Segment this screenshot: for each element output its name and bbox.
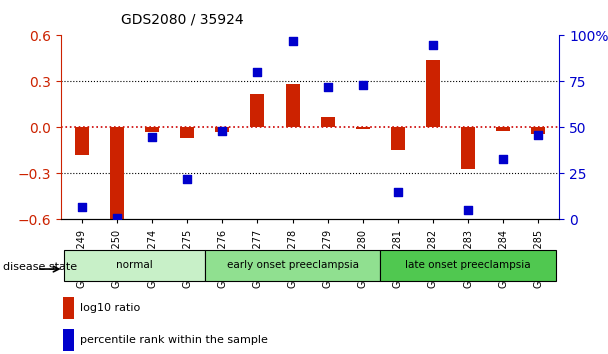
Text: disease state: disease state <box>3 262 77 272</box>
Bar <box>380 250 556 281</box>
Point <box>463 207 473 213</box>
Bar <box>110 127 124 219</box>
Text: GDS2080 / 35924: GDS2080 / 35924 <box>120 12 243 27</box>
Bar <box>320 117 334 127</box>
Bar <box>63 329 74 351</box>
Text: normal: normal <box>116 261 153 270</box>
Point <box>252 69 262 75</box>
Bar <box>461 127 475 169</box>
Bar <box>356 127 370 129</box>
Bar <box>180 127 194 138</box>
Bar <box>64 250 205 281</box>
Bar <box>531 127 545 133</box>
Point <box>358 82 368 88</box>
Bar <box>205 250 380 281</box>
Point <box>112 215 122 221</box>
Point <box>428 42 438 47</box>
Bar <box>391 127 405 150</box>
Point <box>288 38 297 44</box>
Text: log10 ratio: log10 ratio <box>80 303 140 313</box>
Text: late onset preeclampsia: late onset preeclampsia <box>406 261 531 270</box>
Bar <box>215 127 229 132</box>
Point <box>182 176 192 182</box>
Point <box>533 132 543 138</box>
Text: early onset preeclampsia: early onset preeclampsia <box>227 261 359 270</box>
Point <box>323 84 333 90</box>
Point <box>218 128 227 134</box>
Bar <box>496 127 510 131</box>
Bar <box>63 297 74 319</box>
Bar <box>286 85 300 127</box>
Point <box>393 189 402 195</box>
Point <box>77 204 87 210</box>
Bar <box>145 127 159 132</box>
Bar <box>426 60 440 127</box>
Bar <box>75 127 89 155</box>
Point <box>499 156 508 161</box>
Bar <box>250 94 264 127</box>
Point <box>147 134 157 139</box>
Text: percentile rank within the sample: percentile rank within the sample <box>80 335 268 345</box>
